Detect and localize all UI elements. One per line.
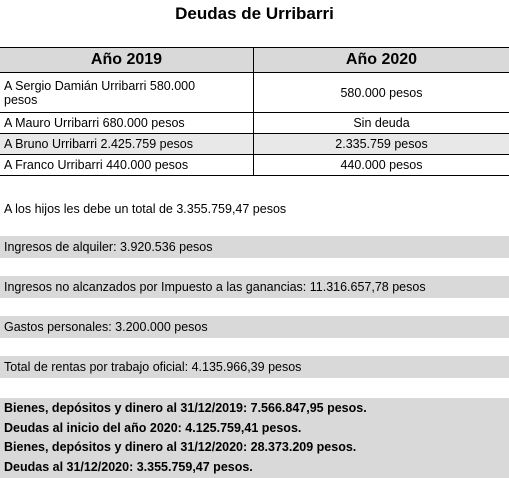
summary: A los hijos les debe un total de 3.355.7…: [4, 202, 287, 216]
cell: Sin deuda: [253, 112, 509, 134]
cell: 2.335.759 pesos: [253, 133, 509, 155]
item: Ingresos de alquiler: 3.920.536 pesos: [0, 236, 509, 258]
cell: 440.000 pesos: [253, 154, 509, 176]
cell: A Sergio Damián Urribarri 580.000 pesos: [0, 72, 254, 113]
header-cell: Año 2019: [0, 47, 254, 73]
item: Ingresos no alcanzados por Impuesto a la…: [0, 276, 509, 298]
highlight: Bienes, depósitos y dinero al 31/12/2019…: [4, 401, 367, 415]
title: Deudas de Urribarri: [175, 4, 334, 23]
row: A Franco Urribarri 440.000 pesos 440.000…: [0, 154, 509, 176]
row: A Sergio Damián Urribarri 580.000 pesos …: [0, 72, 509, 113]
item: Total de rentas por trabajo oficial: 4.1…: [0, 356, 509, 378]
cell-text: A Sergio Damián Urribarri 580.000 pesos: [4, 78, 196, 107]
highlights: Bienes, depósitos y dinero al 31/12/2019…: [0, 398, 509, 478]
cell: 580.000 pesos: [253, 72, 509, 113]
row: A Mauro Urribarri 680.000 pesos Sin deud…: [0, 112, 509, 134]
highlight: Deudas al inicio del año 2020: 4.125.759…: [4, 420, 302, 435]
highlight: Deudas al 31/12/2020: 3.355.759,47 pesos…: [4, 460, 253, 475]
header-row: Año 2019 Año 2020: [0, 47, 509, 73]
cell: A Bruno Urribarri 2.425.759 pesos: [0, 133, 254, 155]
cell: A Franco Urribarri 440.000 pesos: [0, 154, 254, 176]
cell: A Mauro Urribarri 680.000 pesos: [0, 112, 254, 134]
header-cell: Año 2020: [253, 47, 509, 73]
row: A Bruno Urribarri 2.425.759 pesos 2.335.…: [0, 133, 509, 155]
debt-table: Año 2019 Año 2020 A Sergio Damián Urriba…: [0, 47, 509, 176]
highlight: Bienes, depósitos y dinero al 31/12/2020…: [4, 440, 357, 455]
item: Gastos personales: 3.200.000 pesos: [0, 316, 509, 338]
